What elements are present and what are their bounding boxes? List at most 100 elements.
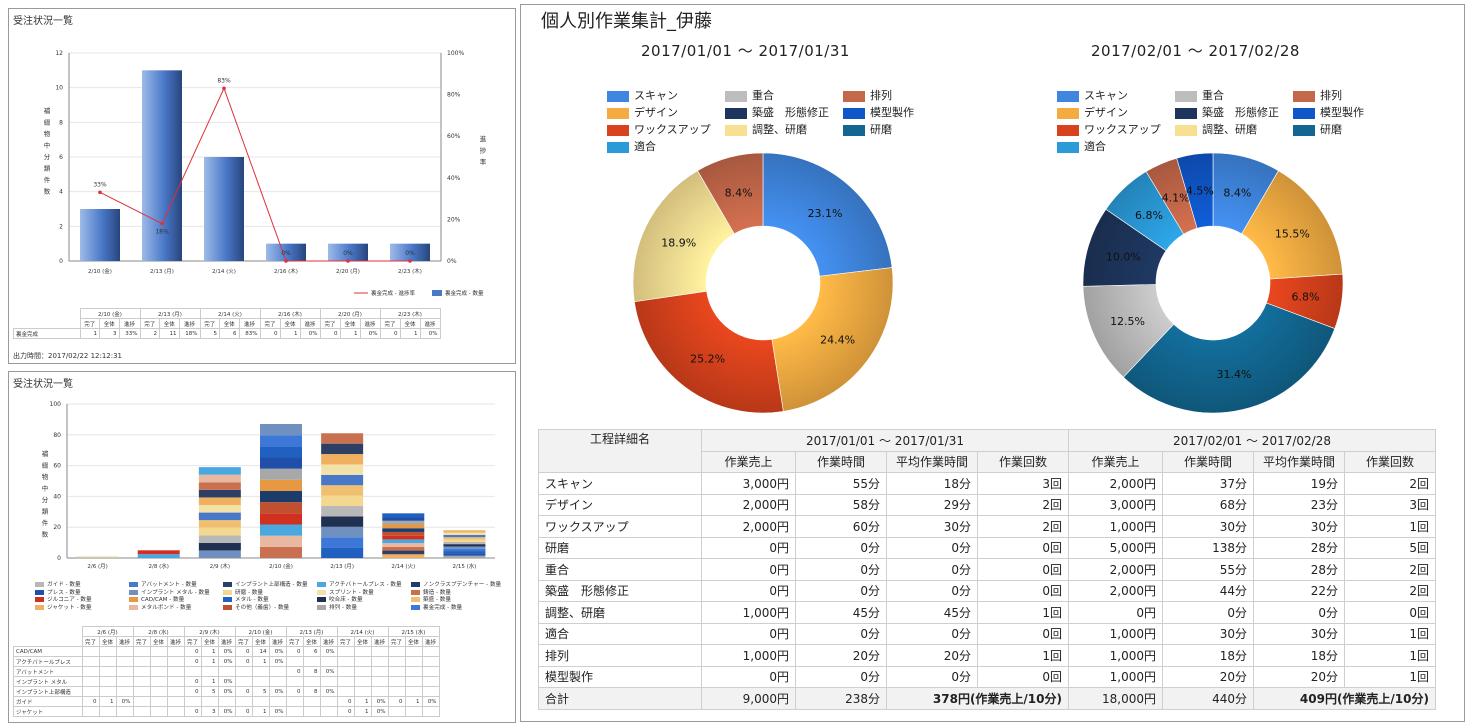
row-label: インプラント メタル xyxy=(13,676,83,687)
sub-header: 完了 xyxy=(259,318,281,329)
legend-swatch xyxy=(725,124,747,136)
legend-label: ジルコニア - 数量 xyxy=(47,597,92,603)
x-tick-label: 2/14 (火) xyxy=(391,564,415,570)
cell: 0分 xyxy=(886,558,978,581)
page-title: 個人別作業集計_伊藤 xyxy=(541,11,712,32)
cell: 1 xyxy=(339,328,361,339)
table-row: CAD/CAM 0 1 0% 0 14 0% 0 6 0% xyxy=(13,646,440,657)
cell xyxy=(302,656,321,667)
cell: 0% xyxy=(268,656,287,667)
stack-segment xyxy=(443,537,486,540)
cell: 2,000円 xyxy=(1068,472,1163,495)
sub-header: 完了 xyxy=(379,318,401,329)
legend-swatch xyxy=(411,604,420,610)
legend-item: 模型製作 xyxy=(1293,104,1364,120)
sub-header: 進捗 xyxy=(421,636,440,647)
cell: 2,000円 xyxy=(1068,558,1163,581)
legend-item: 築盛 - 数量 xyxy=(411,595,451,603)
cell xyxy=(353,676,372,687)
cell xyxy=(353,646,372,657)
cell xyxy=(132,706,151,717)
legend-label: CAD/CAM - 数量 xyxy=(141,597,185,603)
y2-axis-label: 捗 xyxy=(480,146,487,155)
legend-item: ワックスアップ xyxy=(1057,121,1161,137)
sub-header: 全体 xyxy=(251,636,270,647)
cell: 14 xyxy=(251,646,270,657)
stack-segment xyxy=(443,551,486,554)
cell: 0 xyxy=(319,328,341,339)
cell xyxy=(149,656,168,667)
legend-swatch xyxy=(1057,107,1079,119)
cell: 1,000円 xyxy=(1068,622,1163,645)
stack-segment xyxy=(198,474,241,483)
cell xyxy=(285,706,304,717)
legend-swatch xyxy=(1057,90,1079,102)
slice-label: 12.5% xyxy=(1110,315,1145,328)
cell xyxy=(149,646,168,657)
cell: 440分 xyxy=(1162,687,1254,710)
legend-label: スプリント - 数量 xyxy=(329,589,374,596)
stack-segment xyxy=(198,497,241,505)
legend-swatch xyxy=(843,107,865,119)
x-tick-label: 2/23 (木) xyxy=(398,267,422,275)
cell: 2,000円 xyxy=(701,515,796,538)
cell: 2回 xyxy=(1344,472,1436,495)
cell: 0 xyxy=(183,706,202,717)
cell: 0回 xyxy=(977,665,1069,688)
process-name: 調整、研磨 xyxy=(538,601,702,624)
row-label: ジャケット xyxy=(13,706,83,717)
cell: 44分 xyxy=(1162,579,1254,602)
y-axis-label: 分 xyxy=(44,152,51,161)
legend-label: 調整、研磨 xyxy=(1202,123,1257,136)
cell: 1 xyxy=(353,706,372,717)
cell: 0% xyxy=(268,686,287,697)
donut-slice xyxy=(1122,302,1336,414)
cell xyxy=(421,666,440,677)
stack-segment xyxy=(76,556,119,558)
cell xyxy=(404,656,423,667)
cell: 1回 xyxy=(1344,644,1436,667)
legend-item: 排列 - 数量 xyxy=(317,603,357,611)
cell xyxy=(81,686,100,697)
row-label: アバットメント xyxy=(13,666,83,677)
y-axis-label: 綴 xyxy=(42,461,49,470)
cell: 0 xyxy=(81,696,100,707)
progress-point xyxy=(346,259,350,263)
stack-segment xyxy=(198,520,241,528)
row-label: ガイド xyxy=(13,696,83,707)
cell: 20分 xyxy=(1162,665,1254,688)
cell: 0% xyxy=(217,706,236,717)
cell xyxy=(217,696,236,707)
cell: 1回 xyxy=(977,644,1069,667)
y-tick-label: 6 xyxy=(59,154,63,161)
cell: 2,000円 xyxy=(701,493,796,516)
legend-label: メタルボンド - 数量 xyxy=(141,604,192,611)
x-tick-label: 2/9 (木) xyxy=(210,562,230,570)
legend-item: 調整、研磨 xyxy=(1175,121,1257,137)
cell xyxy=(370,676,389,687)
legend-label: 研磨 - 数量 xyxy=(235,589,263,596)
stack-segment xyxy=(382,539,425,544)
stack-segment xyxy=(198,535,241,543)
sub-header: 全体 xyxy=(219,318,240,329)
legend-swatch xyxy=(129,604,138,610)
cell xyxy=(302,696,321,707)
cell xyxy=(132,696,151,707)
header-blank xyxy=(14,319,81,329)
cell xyxy=(98,686,117,697)
legend-label: 咬合床 - 数量 xyxy=(329,597,363,603)
cell: 0 xyxy=(379,328,401,339)
cell xyxy=(319,696,338,707)
stack-segment xyxy=(321,464,364,475)
legend-label: 築盛 形態修正 xyxy=(752,106,829,119)
legend-label: スキャン xyxy=(634,89,678,102)
donut-legend-january: スキャン 重合 排列 デザイン 築盛 形態修正 模型製作 ワックスアップ 調整、研磨 研磨 適合 xyxy=(607,87,947,157)
sub-header: 進捗 xyxy=(370,636,389,647)
cell xyxy=(421,676,440,687)
cell: 0% xyxy=(359,328,381,339)
legend-item: ジャケット - 数量 xyxy=(35,603,91,611)
cell xyxy=(149,706,168,717)
legend-swatch xyxy=(725,90,747,102)
donut-slice xyxy=(1176,152,1214,229)
period-title-february: 2017/02/01 ～ 2017/02/28 xyxy=(1091,42,1300,60)
